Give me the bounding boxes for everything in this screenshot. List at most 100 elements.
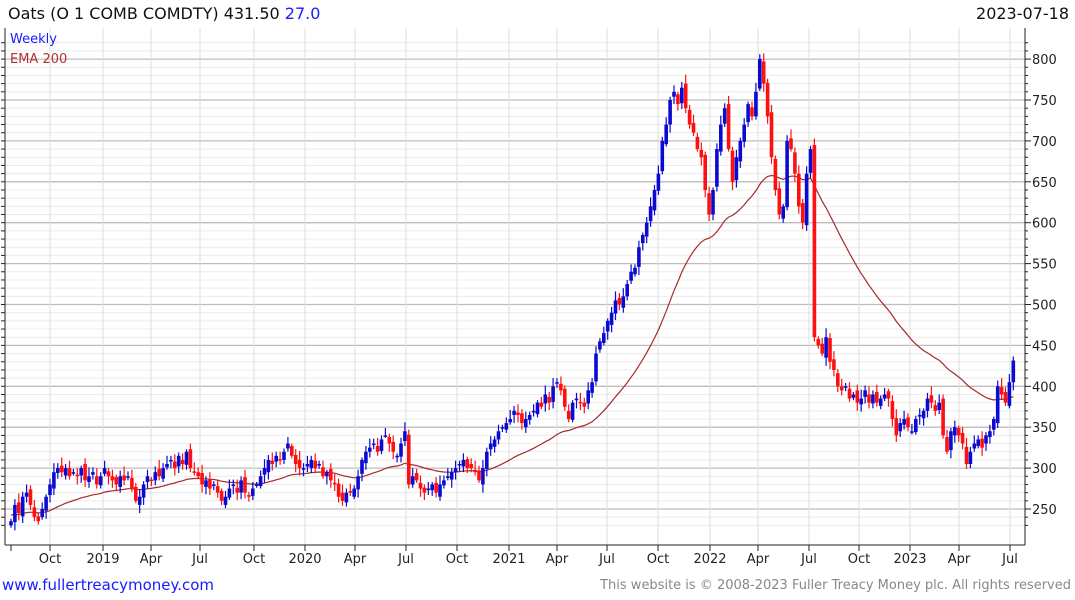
candle-up	[949, 431, 953, 451]
x-tick-label: Jul	[598, 552, 615, 567]
candle-up	[648, 206, 653, 222]
candle-down	[375, 446, 380, 452]
candle-up	[212, 484, 216, 486]
candle-down	[297, 459, 302, 469]
x-tick-label: Oct	[848, 552, 870, 567]
candle-up	[52, 472, 56, 489]
candle-down	[114, 477, 119, 485]
candle-down	[691, 122, 696, 133]
candle-down	[890, 401, 895, 420]
candle-up	[40, 509, 44, 518]
candle-down	[769, 112, 774, 158]
candle-up	[711, 189, 715, 215]
candle-down	[676, 94, 680, 105]
candle-up	[496, 431, 501, 440]
candle-up	[921, 410, 926, 419]
candle-down	[293, 455, 298, 465]
candle-up	[910, 431, 914, 433]
candle-up	[871, 394, 875, 404]
x-tick-label: Apr	[948, 552, 971, 567]
candle-up	[309, 459, 314, 469]
candle-up	[656, 173, 661, 191]
x-tick-label: Jul	[191, 552, 208, 567]
candle-down	[407, 434, 411, 485]
candle-down	[67, 468, 72, 477]
candle-up	[613, 300, 618, 314]
x-tick-label: 2019	[86, 552, 119, 567]
candle-up	[641, 234, 645, 244]
candle-up	[457, 464, 462, 466]
candle-down	[695, 136, 700, 150]
candle-up	[254, 484, 259, 486]
candle-up	[126, 476, 130, 478]
candle-down	[332, 482, 337, 485]
candle-down	[730, 150, 735, 182]
candle-down	[867, 394, 871, 403]
candle-up	[570, 402, 575, 420]
y-tick-label: 750	[1032, 94, 1057, 109]
x-tick-label: Apr	[546, 552, 569, 567]
candle-down	[329, 468, 333, 481]
candle-down	[75, 474, 80, 477]
y-tick-label: 500	[1032, 299, 1057, 314]
candle-down	[765, 82, 770, 117]
candle-up	[403, 431, 407, 442]
candle-up	[914, 419, 918, 433]
candle-up	[637, 247, 641, 267]
candle-down	[157, 468, 161, 477]
candle-down	[290, 446, 294, 456]
candle-down	[699, 149, 704, 158]
candle-down	[777, 188, 782, 215]
candle-up	[356, 476, 360, 490]
candle-up	[660, 140, 665, 172]
candle-down	[812, 144, 817, 338]
candle-down	[391, 441, 395, 452]
candle-down	[945, 437, 949, 452]
candle-down	[17, 502, 21, 514]
candle-down	[789, 138, 793, 150]
y-tick-label: 550	[1032, 258, 1057, 273]
candle-down	[106, 471, 111, 477]
candle-down	[559, 383, 563, 391]
x-tick-label: Oct	[446, 552, 468, 567]
candle-up	[504, 423, 509, 430]
candle-down	[828, 338, 832, 362]
candle-up	[184, 451, 189, 465]
candle-up	[137, 496, 142, 505]
candle-down	[95, 476, 99, 485]
candle-up	[204, 480, 208, 487]
candle-down	[418, 482, 423, 489]
x-tick-label: Oct	[647, 552, 669, 567]
candle-up	[453, 468, 458, 473]
candle-down	[83, 464, 87, 481]
candle-up	[878, 398, 883, 406]
candle-up	[555, 382, 559, 384]
x-tick-label: 2020	[288, 552, 321, 567]
candle-up	[446, 476, 450, 478]
candle-down	[617, 297, 622, 305]
candle-down	[578, 401, 583, 404]
x-tick-label: 2023	[893, 552, 926, 567]
candle-up	[722, 108, 727, 124]
candle-down	[59, 465, 64, 473]
candle-down	[836, 373, 840, 387]
candle-up	[274, 455, 278, 462]
price-change: 27.0	[284, 4, 321, 23]
candle-up	[992, 419, 996, 430]
website-link[interactable]: www.fullertreacymoney.com	[2, 576, 215, 594]
candle-up	[231, 484, 236, 487]
candle-up	[262, 468, 267, 475]
candle-down	[547, 396, 551, 403]
candle-up	[426, 488, 431, 491]
candle-up	[383, 435, 388, 437]
commodity-name: Oats	[8, 4, 46, 23]
x-tick-label: Apr	[344, 552, 367, 567]
candle-down	[707, 193, 711, 215]
candle-up	[118, 476, 122, 487]
candle-down	[687, 109, 692, 125]
candle-up	[738, 140, 743, 162]
candle-up	[141, 484, 146, 498]
candle-up	[715, 149, 719, 187]
candle-up	[543, 394, 548, 404]
candle-down	[149, 479, 154, 482]
